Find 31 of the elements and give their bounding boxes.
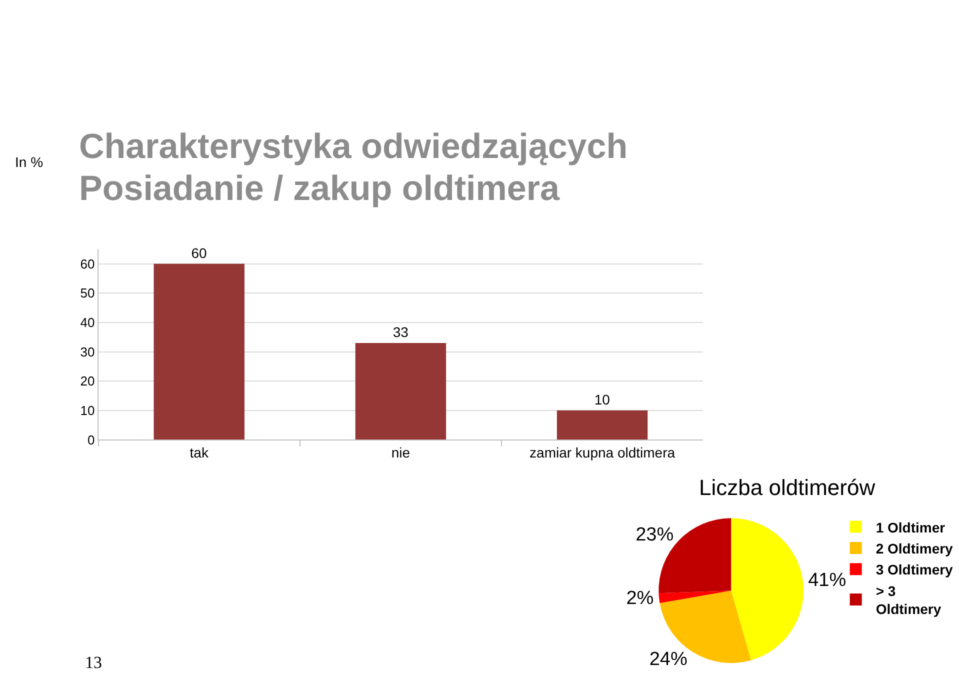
data-label: 60 bbox=[191, 244, 208, 261]
chart-subtitle: Posiadanie / zakup oldtimera bbox=[79, 169, 560, 208]
y-tick-label: 50 bbox=[80, 286, 95, 301]
chart-title: Charakterystyka odwiedzających bbox=[79, 127, 628, 166]
chart-title: Liczba oldtimerów bbox=[699, 475, 876, 500]
bar bbox=[556, 410, 648, 440]
y-tick-label: 20 bbox=[80, 374, 95, 389]
text: 13 bbox=[85, 653, 102, 672]
data-label: 24% bbox=[649, 649, 688, 670]
y-tick-label: 40 bbox=[80, 314, 95, 330]
data-label: 10 bbox=[594, 391, 610, 408]
x-tick-label: nie bbox=[391, 444, 410, 461]
legend-label: 1 Oldtimer bbox=[876, 519, 946, 536]
data-label: 33 bbox=[392, 324, 409, 340]
bar bbox=[355, 342, 446, 440]
y-tick-label: 0 bbox=[87, 432, 95, 448]
legend-label: 2 Oldtimery bbox=[876, 540, 954, 556]
data-label: 23% bbox=[636, 524, 674, 546]
x-tick-label: tak bbox=[190, 444, 210, 461]
legend-label: 3 Oldtimery bbox=[876, 562, 954, 578]
x-tick-label: zamiar kupna oldtimera bbox=[530, 444, 676, 461]
pie-slice bbox=[731, 518, 804, 660]
y-tick-label: 60 bbox=[80, 256, 95, 272]
y-axis-title: In % bbox=[15, 154, 44, 170]
data-label: 41% bbox=[808, 570, 846, 591]
bar bbox=[154, 264, 244, 440]
y-tick-label: 30 bbox=[80, 344, 95, 360]
data-label: 2% bbox=[626, 588, 654, 609]
y-tick-label: 10 bbox=[80, 402, 95, 418]
pie-slice bbox=[658, 590, 732, 604]
legend-label: > 3 Oldtimery bbox=[876, 582, 942, 618]
